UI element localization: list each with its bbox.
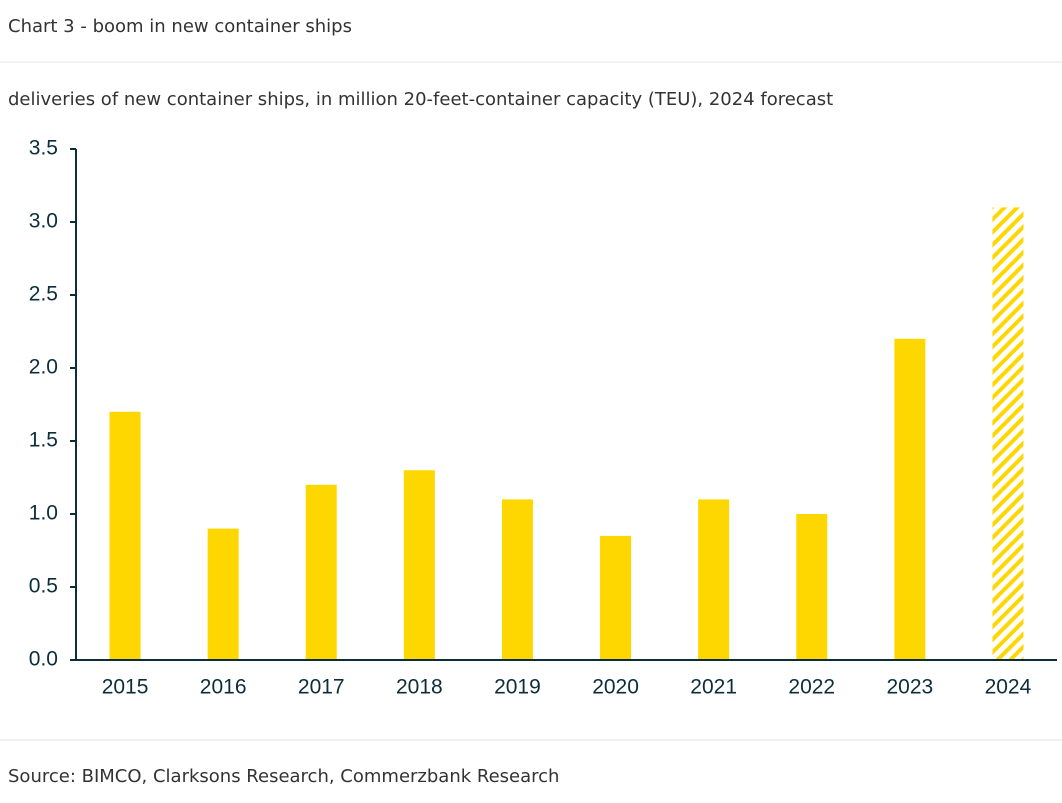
bar [698, 499, 730, 660]
y-tick-label: 3.5 [29, 137, 58, 160]
x-tick-label: 2023 [886, 676, 933, 699]
chart-title: deliveries of new container ships, in mi… [8, 89, 833, 110]
x-tick-label: 2017 [298, 676, 345, 699]
x-tick-label: 2024 [985, 676, 1032, 699]
x-tick-label: 2022 [788, 676, 835, 699]
x-tick-label: 2020 [592, 676, 639, 699]
x-tick-label: 2015 [102, 676, 149, 699]
y-tick-label: 0.5 [29, 575, 58, 598]
x-tick-label: 2019 [494, 676, 541, 699]
y-tick-label: 0.0 [29, 648, 58, 671]
bar [600, 535, 632, 660]
bar [992, 207, 1024, 660]
page-title: Chart 3 - boom in new container ships [8, 16, 352, 37]
bar [305, 484, 337, 660]
y-tick-label: 2.5 [29, 283, 58, 306]
x-tick-label: 2018 [396, 676, 443, 699]
bar [501, 499, 533, 660]
x-tick-label: 2021 [690, 676, 737, 699]
y-tick-label: 2.0 [29, 356, 58, 379]
x-tick-label: 2016 [200, 676, 247, 699]
bar [403, 470, 435, 660]
bar [796, 514, 828, 660]
bar [109, 411, 141, 660]
source: Source: BIMCO, Clarksons Research, Comme… [8, 766, 559, 787]
bar [207, 528, 239, 660]
y-tick-label: 1.0 [29, 502, 58, 525]
y-tick-label: 3.0 [29, 210, 58, 233]
y-tick-label: 1.5 [29, 429, 58, 452]
bar [894, 338, 926, 660]
